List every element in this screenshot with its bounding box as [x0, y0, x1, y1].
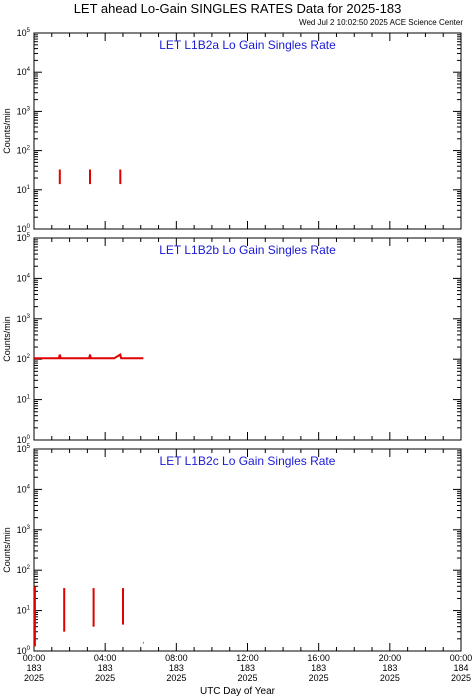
x-tick-label: 183: [382, 663, 397, 673]
y-axis-label: Counts/min: [2, 527, 12, 573]
x-tick-label: 2025: [237, 673, 257, 683]
x-tick-label: 183: [26, 663, 41, 673]
x-tick-label: 183: [98, 663, 113, 673]
y-tick-label: 101: [17, 606, 31, 616]
rate-series-line: [33, 353, 144, 360]
panel-frame: [33, 237, 462, 441]
x-tick-label: 20:00: [379, 653, 402, 663]
y-tick-label: 100: [17, 224, 31, 234]
y-axis-label: Counts/min: [2, 316, 12, 362]
x-tick-label: 2025: [451, 673, 471, 683]
y-tick-label: 100: [17, 435, 31, 445]
y-tick-label: 105: [17, 28, 31, 38]
y-axis-label: Counts/min: [2, 108, 12, 154]
x-tick-label: 183: [311, 663, 326, 673]
y-tick-label: 104: [17, 484, 31, 494]
y-tick-label: 100: [17, 646, 31, 656]
x-tick-label: 04:00: [94, 653, 117, 663]
x-tick-label: 183: [240, 663, 255, 673]
x-tick-label: 16:00: [307, 653, 330, 663]
generated-timestamp: Wed Jul 2 10:02:50 2025 ACE Science Cent…: [299, 18, 463, 27]
y-tick-label: 103: [17, 525, 31, 535]
y-tick-label: 105: [17, 444, 31, 454]
panel-title: LET L1B2b Lo Gain Singles Rate: [159, 243, 336, 257]
x-tick-label: 2025: [24, 673, 44, 683]
x-tick-label: 2025: [309, 673, 329, 683]
x-tick-label: 2025: [95, 673, 115, 683]
panel-frame: [33, 32, 462, 230]
x-tick-label: 12:00: [236, 653, 259, 663]
x-tick-label: 2025: [380, 673, 400, 683]
panel-frame: [33, 448, 462, 652]
y-tick-label: 104: [17, 273, 31, 283]
panel-title: LET L1B2c Lo Gain Singles Rate: [160, 454, 336, 468]
x-tick-label: 00:00: [23, 653, 46, 663]
panel-title: LET L1B2a Lo Gain Singles Rate: [159, 38, 336, 52]
chart-title: LET ahead Lo-Gain SINGLES RATES Data for…: [73, 1, 402, 16]
y-tick-label: 102: [17, 146, 31, 156]
y-tick-label: 101: [17, 185, 31, 195]
x-tick-label: 00:00: [450, 653, 473, 663]
y-tick-label: 104: [17, 67, 31, 77]
y-tick-label: 103: [17, 314, 31, 324]
x-tick-label: 2025: [166, 673, 186, 683]
y-tick-label: 101: [17, 395, 31, 405]
y-tick-label: 105: [17, 233, 31, 243]
x-axis-label: UTC Day of Year: [199, 686, 276, 697]
y-tick-label: 103: [17, 106, 31, 116]
y-tick-label: 102: [17, 354, 31, 364]
x-tick-label: 184: [453, 663, 468, 673]
x-tick-label: 08:00: [165, 653, 188, 663]
y-tick-label: 102: [17, 565, 31, 575]
x-tick-label: 183: [169, 663, 184, 673]
